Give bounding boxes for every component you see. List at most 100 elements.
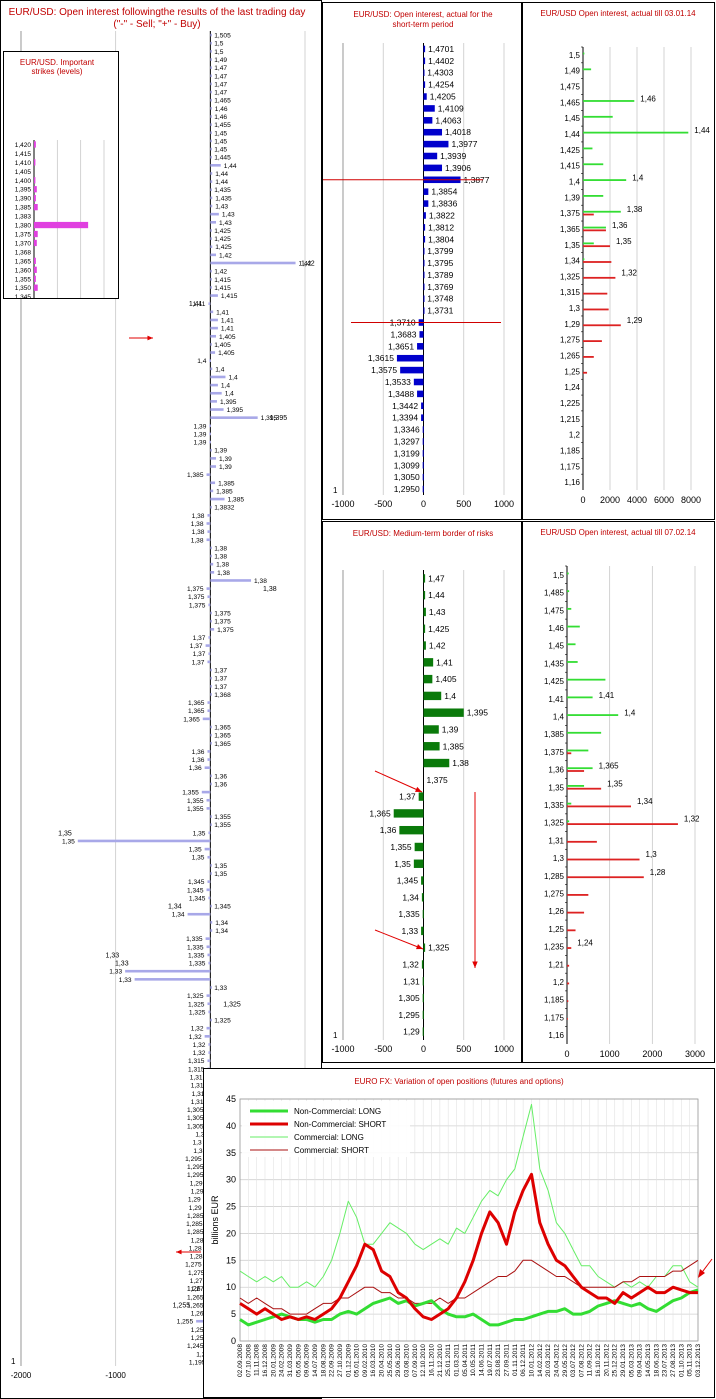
x-tick-label: 22.09.2009 bbox=[329, 1344, 336, 1377]
bar-label: 1,425 bbox=[428, 624, 450, 634]
category-label: 1,405 bbox=[15, 169, 32, 176]
bar bbox=[210, 489, 214, 493]
bar bbox=[423, 45, 426, 53]
bar-label: 1,45 bbox=[214, 147, 227, 154]
bar bbox=[423, 742, 440, 751]
bar bbox=[210, 408, 224, 411]
bar-label: 1,5 bbox=[214, 49, 223, 56]
bar-label: 1,39 bbox=[194, 423, 207, 430]
legend-label: Commercial: SHORT bbox=[294, 1146, 369, 1155]
x-tick-label: 27.10.2009 bbox=[337, 1344, 344, 1377]
bar-label: 1,325 bbox=[187, 993, 204, 1000]
x-tick-label: 14.05.2013 bbox=[645, 1344, 652, 1377]
oi-0702-chart: 0 1000 2000 3000 1,5 1,485 1,475 1,46 1,45 1,435 1… bbox=[544, 565, 705, 1059]
bar bbox=[210, 334, 217, 338]
bar bbox=[421, 402, 424, 410]
x-tick-label: 500 bbox=[456, 1044, 471, 1054]
bar-label: 1,34 bbox=[215, 920, 228, 927]
bar-label: 1,4 bbox=[221, 383, 230, 390]
bar-label: 1,34 bbox=[215, 928, 228, 935]
bar-label: 1,295 bbox=[187, 1172, 204, 1179]
category-label: 1,5 bbox=[569, 51, 581, 60]
bar-label: 1,32 bbox=[193, 1042, 206, 1049]
bar-label: 1,31 bbox=[190, 1075, 203, 1082]
bar-label: 1,35 bbox=[214, 863, 227, 870]
oi-0301-panel: EUR/USD Open interest, actual till 03.01… bbox=[522, 2, 715, 520]
bar-label: 1,31 bbox=[191, 1083, 204, 1090]
bar bbox=[567, 876, 644, 879]
x-tick-label: 0 bbox=[580, 495, 585, 505]
category-label: 1,383 bbox=[15, 214, 32, 221]
bar-label: 1,3812 bbox=[428, 222, 454, 232]
bar-label: 1,3575 bbox=[371, 365, 397, 375]
x-tick-label: 01.03.2011 bbox=[454, 1344, 461, 1377]
bar-label: 1,445 bbox=[214, 155, 231, 162]
bar bbox=[210, 782, 212, 786]
category-label: 1,350 bbox=[15, 285, 32, 292]
bar bbox=[209, 432, 211, 436]
risk-arrow-head bbox=[472, 961, 478, 968]
bar bbox=[567, 696, 593, 699]
bar bbox=[210, 318, 218, 322]
bar-label: 1,405 bbox=[218, 350, 235, 357]
y-tick-label: 30 bbox=[226, 1175, 236, 1185]
x-tick-label: 31.03.2009 bbox=[287, 1344, 294, 1377]
bar bbox=[208, 636, 211, 639]
bar bbox=[204, 1035, 211, 1038]
bar bbox=[206, 473, 211, 476]
bar bbox=[583, 261, 612, 263]
bar bbox=[210, 823, 212, 826]
category-label: 1,25 bbox=[564, 367, 580, 376]
x-tick-label: 1000 bbox=[600, 1049, 620, 1059]
bar-label: 1,33 bbox=[214, 985, 227, 992]
bar bbox=[34, 177, 36, 184]
bar-label: 1,355 bbox=[214, 814, 231, 821]
x-tick-label: 2000 bbox=[642, 1049, 662, 1059]
category-label: 1,355 bbox=[15, 276, 32, 283]
bar-label: 1,2 bbox=[196, 1351, 205, 1358]
bar-label: 1,41 bbox=[436, 657, 453, 667]
medium-term-title: EUR/USD: Medium-term border of risks bbox=[352, 529, 494, 538]
category-label: 1,2 bbox=[553, 978, 565, 987]
x-tick-label: 03.08.2010 bbox=[404, 1344, 411, 1377]
bar bbox=[34, 141, 36, 148]
bar bbox=[210, 391, 222, 395]
bar bbox=[207, 953, 211, 957]
category-label: 1,365 bbox=[15, 258, 32, 265]
category-label: 1,435 bbox=[544, 659, 565, 668]
category-label: 1,44 bbox=[564, 130, 580, 139]
bar-label: 1,3488 bbox=[388, 389, 414, 399]
bar-label: 1,325 bbox=[214, 1018, 231, 1025]
bar bbox=[567, 714, 619, 716]
x-tick-label: 4000 bbox=[627, 495, 647, 505]
bar-label: 1,265 bbox=[187, 1294, 204, 1301]
series-line bbox=[239, 1288, 699, 1327]
x-tick-label: 03.12.2013 bbox=[695, 1344, 702, 1377]
bar-label: 1,4205 bbox=[430, 92, 456, 102]
x-tick-label: 20.11.2012 bbox=[603, 1344, 610, 1377]
bar-label: 1,43 bbox=[429, 607, 446, 617]
x-tick-label: 25.12.2012 bbox=[612, 1344, 619, 1377]
level-arrow-head bbox=[176, 1249, 182, 1255]
bar-label: 1,32 bbox=[189, 1034, 202, 1041]
peak-label: 1,28 bbox=[650, 868, 666, 877]
bar bbox=[204, 847, 211, 851]
x-tick-label: 16.03.2010 bbox=[370, 1344, 377, 1377]
bar bbox=[210, 98, 212, 102]
bar bbox=[567, 572, 569, 575]
x-tick-label: 09.06.2009 bbox=[304, 1344, 311, 1377]
bar-label: 1,3789 bbox=[427, 270, 453, 280]
peak-label: 1,44 bbox=[694, 126, 710, 135]
category-label: 1,185 bbox=[544, 996, 565, 1005]
bar-label: 1,3906 bbox=[445, 163, 471, 173]
bar bbox=[34, 230, 38, 238]
bar-label: 1,4701 bbox=[428, 44, 454, 54]
bar-label: 1,405 bbox=[435, 674, 457, 684]
strikes-chart: 02505007501,4201,4151,4101,4051,4001,395… bbox=[15, 140, 105, 298]
category-label: 1,285 bbox=[544, 872, 565, 881]
x-tick-label: 27.08.2013 bbox=[670, 1344, 677, 1377]
x-tick-label: 20.03.2012 bbox=[545, 1344, 552, 1377]
bar-label: 1,42 bbox=[214, 269, 227, 276]
cot-panel: EURO FX: Variation of open positions (fu… bbox=[203, 1068, 715, 1398]
bar-label: 1,385 bbox=[218, 480, 235, 487]
